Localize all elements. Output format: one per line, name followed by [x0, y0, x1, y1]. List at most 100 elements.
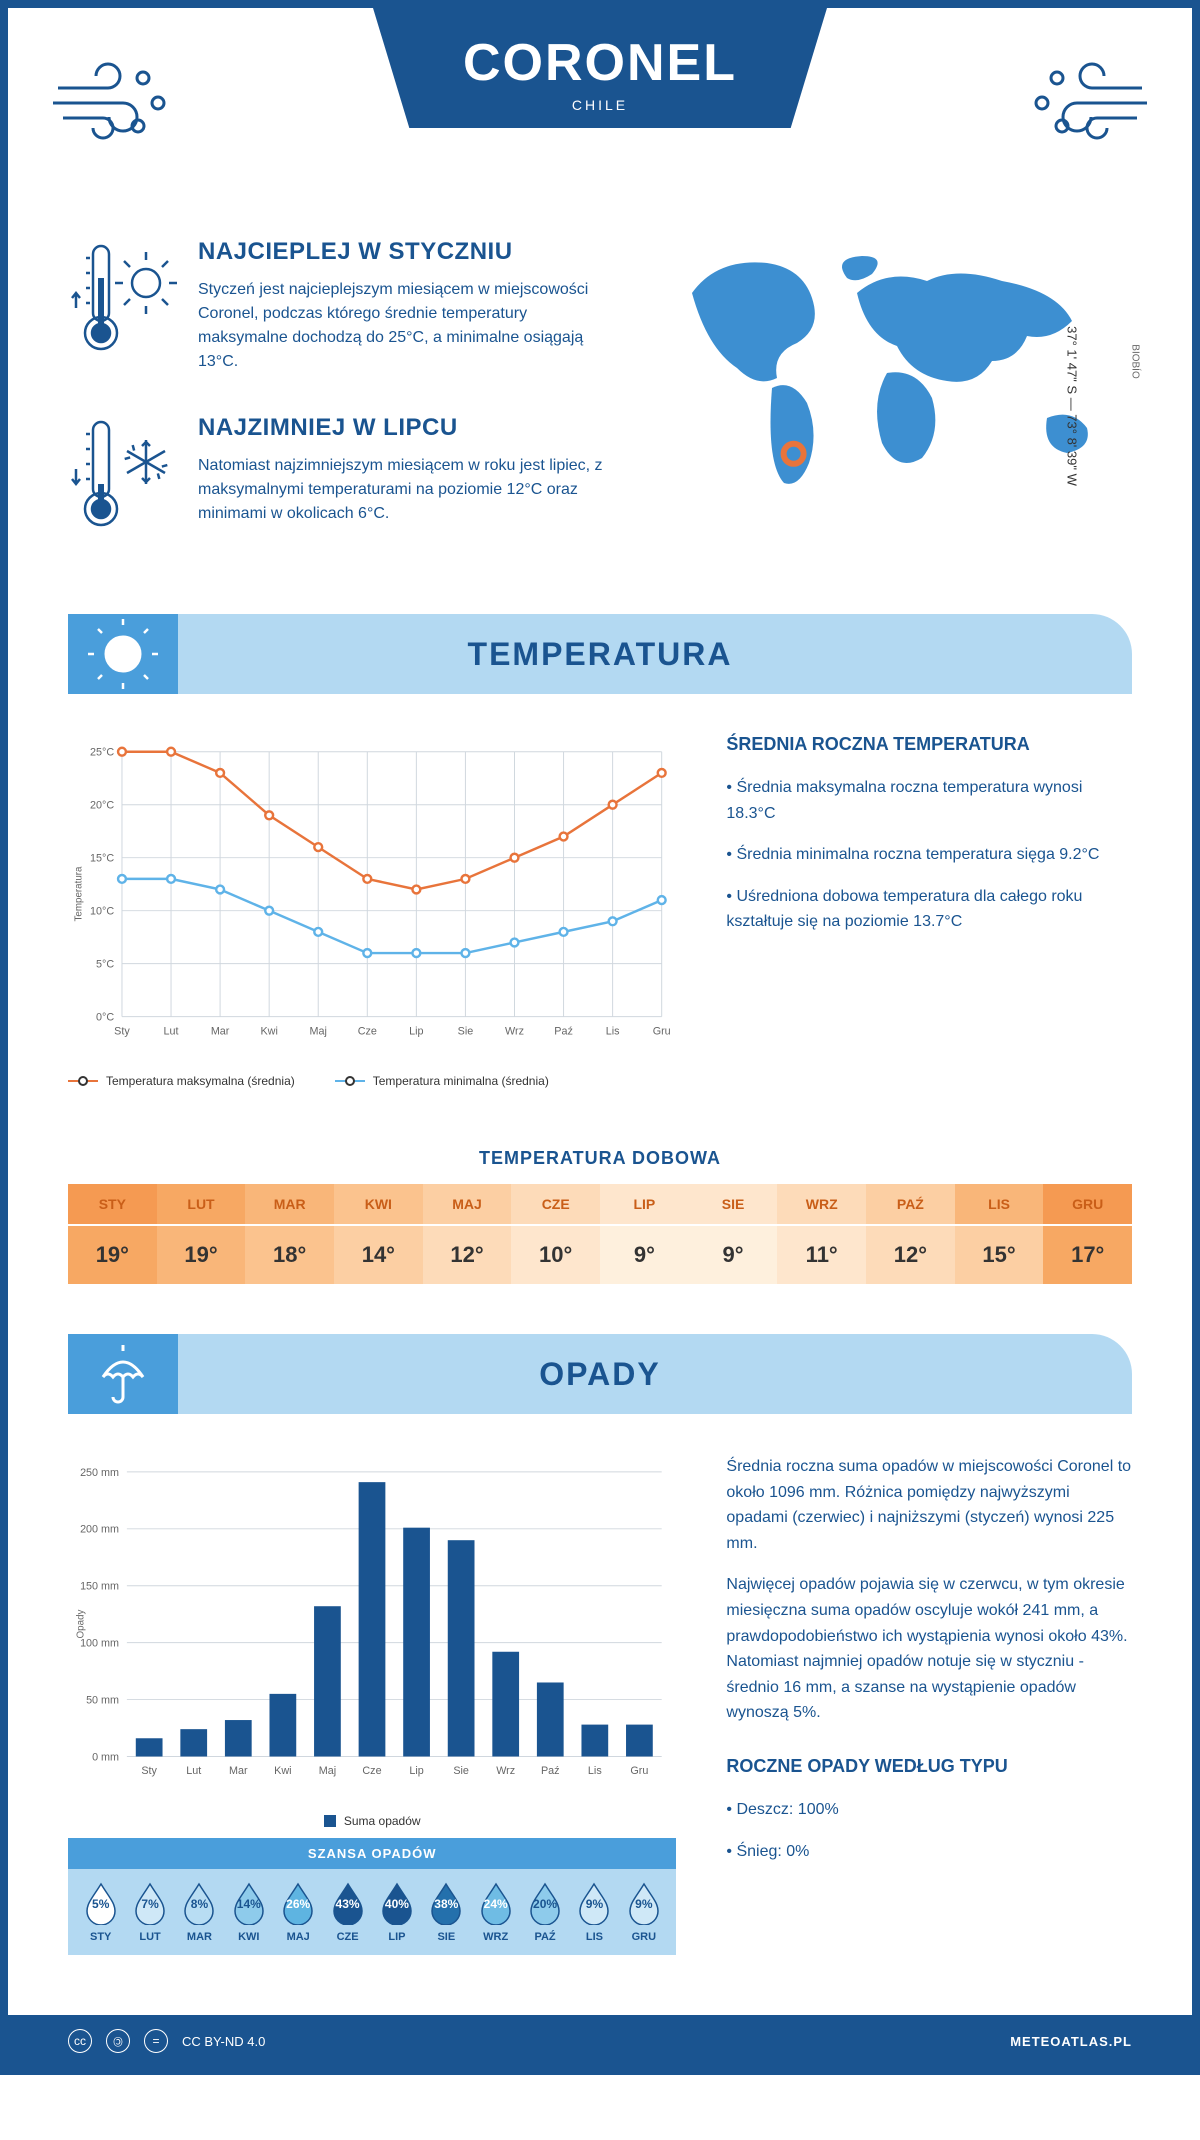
- svg-text:Lip: Lip: [409, 1025, 423, 1037]
- thermometer-hot-icon: [68, 238, 178, 358]
- coldest-block: NAJZIMNIEJ W LIPCU Natomiast najzimniejs…: [68, 414, 612, 534]
- chance-cell: 38%SIE: [422, 1881, 471, 1943]
- hottest-title: NAJCIEPLEJ W STYCZNIU: [198, 238, 612, 266]
- svg-text:Mar: Mar: [211, 1025, 230, 1037]
- precip-type-p1: • Deszcz: 100%: [726, 1797, 1132, 1823]
- chance-cell: 40%LIP: [372, 1881, 421, 1943]
- wind-icon: [1012, 48, 1152, 148]
- temp-table-col: CZE10°: [511, 1184, 600, 1284]
- avg-temp-p3: • Uśredniona dobowa temperatura dla całe…: [726, 884, 1132, 935]
- precipitation-title: OPADY: [539, 1356, 660, 1393]
- coldest-title: NAJZIMNIEJ W LIPCU: [198, 414, 612, 442]
- by-icon: 🄯: [106, 2029, 130, 2053]
- title-banner: CORONEL CHILE: [373, 8, 827, 128]
- temp-table-col: MAR18°: [245, 1184, 334, 1284]
- hottest-block: NAJCIEPLEJ W STYCZNIU Styczeń jest najci…: [68, 238, 612, 374]
- svg-text:Temperatura: Temperatura: [74, 866, 85, 922]
- temp-table-col: LIP9°: [600, 1184, 689, 1284]
- svg-text:Sie: Sie: [453, 1765, 469, 1777]
- svg-text:Kwi: Kwi: [274, 1765, 291, 1777]
- svg-text:Cze: Cze: [362, 1765, 381, 1777]
- precip-type-title: ROCZNE OPADY WEDŁUG TYPU: [726, 1756, 1132, 1777]
- svg-text:Paź: Paź: [554, 1025, 573, 1037]
- svg-text:Sie: Sie: [458, 1025, 474, 1037]
- svg-text:250 mm: 250 mm: [80, 1467, 119, 1479]
- temp-table-col: PAŹ12°: [866, 1184, 955, 1284]
- chance-cell: 14%KWI: [224, 1881, 273, 1943]
- climate-text-column: NAJCIEPLEJ W STYCZNIU Styczeń jest najci…: [68, 238, 612, 574]
- avg-temp-p1: • Średnia maksymalna roczna temperatura …: [726, 775, 1132, 826]
- temperature-chart-box: 0°C5°C10°C15°C20°C25°CStyLutMarKwiMajCze…: [68, 734, 676, 1088]
- chance-row: 5%STY7%LUT8%MAR14%KWI26%MAJ43%CZE40%LIP3…: [68, 1869, 676, 1955]
- precipitation-bar-chart: 0 mm50 mm100 mm150 mm200 mm250 mmOpadySt…: [68, 1454, 676, 1794]
- precipitation-banner: OPADY: [68, 1334, 1132, 1414]
- svg-text:0 mm: 0 mm: [92, 1751, 119, 1763]
- sun-icon: [68, 614, 178, 694]
- svg-text:50 mm: 50 mm: [86, 1694, 119, 1706]
- svg-text:Lis: Lis: [588, 1765, 602, 1777]
- coordinates: 37° 1' 47" S — 73° 8' 39" W: [1065, 326, 1080, 486]
- daily-temp-title: TEMPERATURA DOBOWA: [8, 1148, 1192, 1169]
- svg-text:Mar: Mar: [229, 1765, 248, 1777]
- svg-text:20°C: 20°C: [90, 800, 114, 812]
- chance-cell: 9%LIS: [570, 1881, 619, 1943]
- legend-min-label: Temperatura minimalna (średnia): [373, 1074, 549, 1088]
- region-label: BIOBÍO: [1129, 344, 1140, 378]
- temperature-side-text: ŚREDNIA ROCZNA TEMPERATURA • Średnia mak…: [726, 734, 1132, 1088]
- svg-text:Maj: Maj: [319, 1765, 336, 1777]
- svg-text:Gru: Gru: [630, 1765, 648, 1777]
- precip-p2: Najwięcej opadów pojawia się w czerwcu, …: [726, 1572, 1132, 1726]
- chance-cell: 43%CZE: [323, 1881, 372, 1943]
- temp-table-col: LIS15°: [955, 1184, 1044, 1284]
- chart-legend: Temperatura maksymalna (średnia) Tempera…: [68, 1074, 676, 1088]
- legend-precip-label: Suma opadów: [344, 1814, 421, 1828]
- svg-text:10°C: 10°C: [90, 906, 114, 918]
- world-map-icon: [652, 238, 1132, 498]
- svg-text:150 mm: 150 mm: [80, 1581, 119, 1593]
- svg-text:15°C: 15°C: [90, 853, 114, 865]
- chance-cell: 9%GRU: [619, 1881, 668, 1943]
- license-text: CC BY-ND 4.0: [182, 2034, 265, 2049]
- temp-table-col: STY19°: [68, 1184, 157, 1284]
- svg-text:Gru: Gru: [653, 1025, 671, 1037]
- temperature-content: 0°C5°C10°C15°C20°C25°CStyLutMarKwiMajCze…: [8, 694, 1192, 1128]
- climate-summary-row: NAJCIEPLEJ W STYCZNIU Styczeń jest najci…: [8, 208, 1192, 614]
- svg-text:Maj: Maj: [310, 1025, 327, 1037]
- svg-text:25°C: 25°C: [90, 747, 114, 759]
- temp-table-col: KWI14°: [334, 1184, 423, 1284]
- avg-temp-title: ŚREDNIA ROCZNA TEMPERATURA: [726, 734, 1132, 755]
- svg-text:Cze: Cze: [358, 1025, 377, 1037]
- svg-text:Paź: Paź: [541, 1765, 560, 1777]
- chart-legend: Suma opadów: [68, 1814, 676, 1828]
- thermometer-cold-icon: [68, 414, 178, 534]
- header: CORONEL CHILE: [8, 8, 1192, 208]
- svg-text:5°C: 5°C: [96, 959, 114, 971]
- temp-table-col: LUT19°: [157, 1184, 246, 1284]
- daily-temp-table: STY19°LUT19°MAR18°KWI14°MAJ12°CZE10°LIP9…: [68, 1184, 1132, 1284]
- precipitation-side-text: Średnia roczna suma opadów w miejscowośc…: [726, 1454, 1132, 1995]
- chance-cell: 24%WRZ: [471, 1881, 520, 1943]
- svg-text:Wrz: Wrz: [505, 1025, 524, 1037]
- svg-text:Lip: Lip: [409, 1765, 423, 1777]
- precipitation-chart-box: 0 mm50 mm100 mm150 mm200 mm250 mmOpadySt…: [68, 1454, 676, 1995]
- wind-icon: [48, 48, 188, 148]
- map-area: BIOBÍO 37° 1' 47" S — 73° 8' 39" W: [652, 238, 1132, 574]
- svg-text:0°C: 0°C: [96, 1012, 114, 1024]
- cc-icon: cc: [68, 2029, 92, 2053]
- precipitation-chance-box: SZANSA OPADÓW 5%STY7%LUT8%MAR14%KWI26%MA…: [68, 1838, 676, 1955]
- chance-cell: 26%MAJ: [274, 1881, 323, 1943]
- svg-text:Wrz: Wrz: [496, 1765, 515, 1777]
- svg-text:Lut: Lut: [164, 1025, 179, 1037]
- temperature-title: TEMPERATURA: [468, 636, 733, 673]
- temp-table-col: WRZ11°: [777, 1184, 866, 1284]
- svg-text:Opady: Opady: [76, 1609, 87, 1638]
- hottest-text: Styczeń jest najcieplejszym miesiącem w …: [198, 278, 612, 374]
- footer: cc 🄯 = CC BY-ND 4.0 METEOATLAS.PL: [8, 2015, 1192, 2067]
- avg-temp-p2: • Średnia minimalna roczna temperatura s…: [726, 842, 1132, 868]
- precip-p1: Średnia roczna suma opadów w miejscowośc…: [726, 1454, 1132, 1556]
- chance-cell: 7%LUT: [125, 1881, 174, 1943]
- svg-text:Lis: Lis: [606, 1025, 620, 1037]
- chance-cell: 8%MAR: [175, 1881, 224, 1943]
- temp-table-col: GRU17°: [1043, 1184, 1132, 1284]
- precipitation-content: 0 mm50 mm100 mm150 mm200 mm250 mmOpadySt…: [8, 1414, 1192, 2015]
